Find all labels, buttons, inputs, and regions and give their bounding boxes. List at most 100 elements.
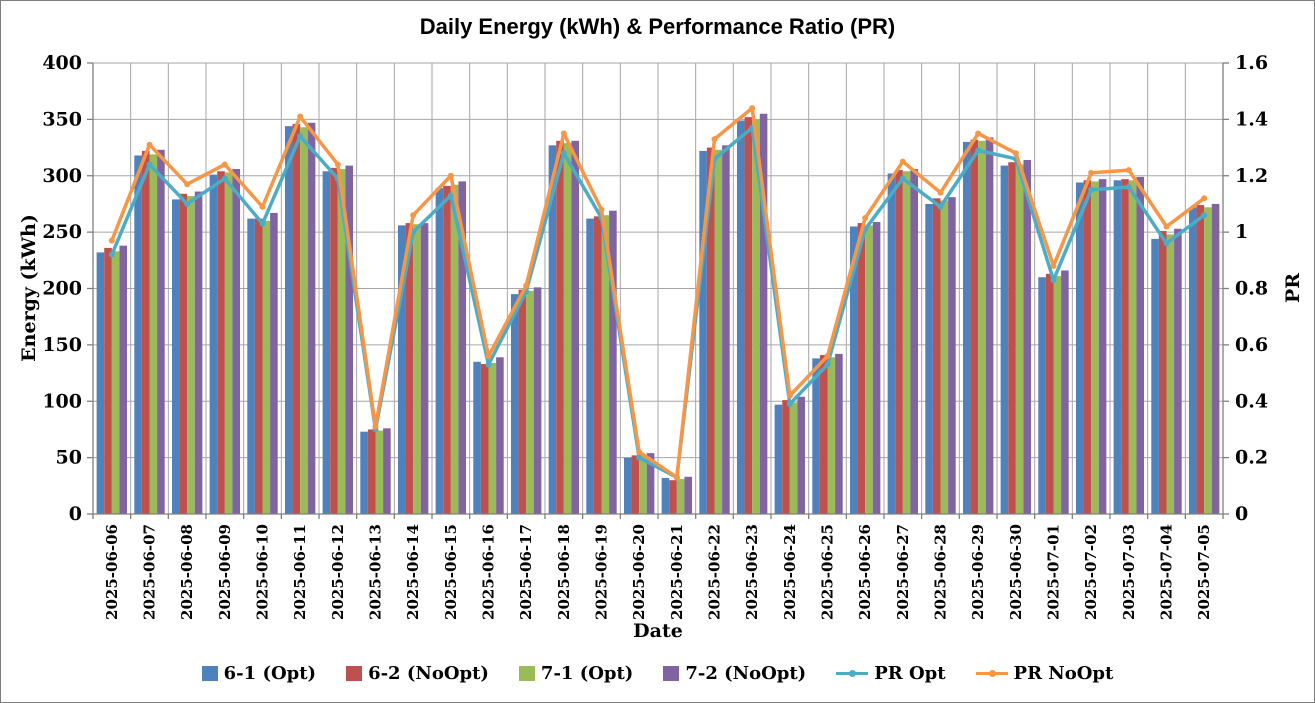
y-tick-label-right: 0.4: [1235, 390, 1268, 412]
x-tick-label: 2025-06-15: [442, 524, 460, 620]
legend-swatch-icon: [663, 665, 680, 681]
bar-7-1-opt-: [1015, 164, 1024, 514]
x-axis-title: Date: [633, 620, 683, 642]
bar-7-1-opt-: [827, 357, 836, 514]
marker-pr-noopt: [410, 212, 417, 219]
marker-pr-opt: [786, 401, 793, 408]
marker-pr-noopt: [749, 105, 756, 112]
bar-6-2-noopt-: [217, 171, 225, 515]
y-tick-label-right: 0.8: [1235, 278, 1268, 300]
y-tick-label-left: 350: [42, 108, 82, 130]
marker-pr-noopt: [146, 141, 153, 148]
marker-pr-noopt: [862, 215, 869, 222]
marker-pr-noopt: [108, 237, 115, 244]
bar-7-1-opt-: [450, 184, 459, 514]
x-tick-label: 2025-06-16: [480, 524, 498, 620]
x-tick-label: 2025-06-09: [216, 524, 234, 620]
legend-item-7-1-opt-: 7-1 (Opt): [518, 662, 634, 684]
bar-7-2-noopt-: [948, 197, 956, 515]
bar-7-2-noopt-: [797, 396, 806, 514]
x-tick-label: 2025-06-07: [141, 524, 159, 620]
chart-title: Daily Energy (kWh) & Performance Ratio (…: [419, 14, 896, 39]
y-tick-label-right: 0.6: [1235, 334, 1268, 356]
bar-7-1-opt-: [1128, 180, 1137, 514]
line-pr-noopt: [110, 106, 1206, 480]
marker-pr-opt: [636, 454, 643, 461]
marker-pr-opt: [937, 203, 944, 210]
bar-7-2-noopt-: [985, 137, 994, 515]
bar-6-1-opt-: [1113, 180, 1122, 514]
marker-pr-opt: [146, 161, 153, 168]
bar-7-1-opt-: [865, 225, 873, 515]
bar-6-2-noopt-: [405, 223, 414, 515]
bar-6-1-opt-: [96, 252, 105, 515]
x-tick-label: 2025-06-27: [894, 524, 912, 620]
marker-pr-opt: [447, 192, 454, 199]
x-tick-label: 2025-06-18: [555, 524, 573, 620]
marker-pr-noopt: [937, 189, 944, 196]
x-tick-label: 2025-06-17: [517, 524, 535, 620]
bar-6-1-opt-: [322, 171, 331, 515]
legend-label: 6-2 (NoOpt): [368, 662, 489, 684]
marker-pr-noopt: [447, 172, 454, 179]
y-tick-label-right: 0.2: [1235, 447, 1268, 469]
bar-7-2-noopt-: [1136, 176, 1145, 514]
x-tick-label: 2025-06-23: [743, 524, 761, 620]
bar-6-1-opt-: [397, 225, 406, 515]
marker-pr-opt: [221, 175, 228, 182]
bar-6-2-noopt-: [706, 147, 715, 514]
legend-swatch-icon: [346, 665, 363, 681]
bar-7-1-opt-: [300, 127, 308, 514]
bar-6-1-opt-: [925, 203, 933, 514]
x-tick-label: 2025-06-29: [969, 524, 987, 620]
bar-6-1-opt-: [1188, 207, 1197, 514]
bar-7-2-noopt-: [420, 223, 429, 515]
x-tick-label: 2025-06-21: [668, 524, 686, 620]
marker-pr-noopt: [711, 136, 718, 143]
bar-7-2-noopt-: [496, 357, 504, 514]
bar-6-1-opt-: [1151, 238, 1159, 514]
bar-7-2-noopt-: [270, 212, 278, 514]
y-tick-label-right: 1.6: [1235, 52, 1268, 74]
bar-7-1-opt-: [262, 220, 271, 514]
legend-swatch-icon: [201, 665, 218, 681]
legend-label: 7-1 (Opt): [540, 662, 634, 684]
bar-7-2-noopt-: [307, 122, 316, 514]
bar-6-2-noopt-: [819, 355, 828, 514]
bar-6-2-noopt-: [932, 198, 941, 515]
x-tick-label: 2025-07-01: [1045, 524, 1063, 620]
bar-6-2-noopt-: [1121, 179, 1129, 514]
bar-7-1-opt-: [488, 362, 497, 514]
marker-pr-opt: [1050, 277, 1057, 284]
bar-7-2-noopt-: [910, 168, 919, 515]
x-tick-label: 2025-06-10: [254, 524, 272, 620]
bar-7-1-opt-: [337, 168, 346, 515]
bar-6-1-opt-: [171, 199, 180, 515]
bar-7-2-noopt-: [1098, 179, 1107, 514]
y-axis-title-right: PR: [1282, 272, 1304, 304]
legend-line-icon: [975, 666, 1008, 681]
marker-pr-opt: [824, 361, 831, 368]
bar-6-2-noopt-: [104, 247, 112, 514]
y-tick-label-left: 250: [42, 221, 82, 243]
bar-7-1-opt-: [111, 251, 120, 515]
bar-6-2-noopt-: [669, 480, 677, 514]
bar-7-1-opt-: [187, 196, 195, 515]
marker-pr-noopt: [899, 158, 906, 165]
marker-pr-opt: [1125, 184, 1132, 191]
bar-7-1-opt-: [714, 149, 723, 514]
marker-pr-noopt: [334, 161, 341, 168]
bar-7-1-opt-: [563, 143, 572, 515]
bar-7-2-noopt-: [1023, 159, 1032, 514]
marker-pr-noopt: [1050, 262, 1057, 269]
bar-6-1-opt-: [661, 477, 670, 514]
x-tick-label: 2025-06-25: [819, 524, 837, 620]
bar-7-1-opt-: [375, 430, 384, 514]
bar-7-1-opt-: [676, 479, 685, 514]
bar-7-1-opt-: [1091, 181, 1099, 514]
y-tick-label-left: 50: [56, 447, 82, 469]
bar-6-1-opt-: [1038, 277, 1046, 514]
bar-6-2-noopt-: [556, 140, 564, 515]
bar-6-2-noopt-: [518, 289, 527, 514]
